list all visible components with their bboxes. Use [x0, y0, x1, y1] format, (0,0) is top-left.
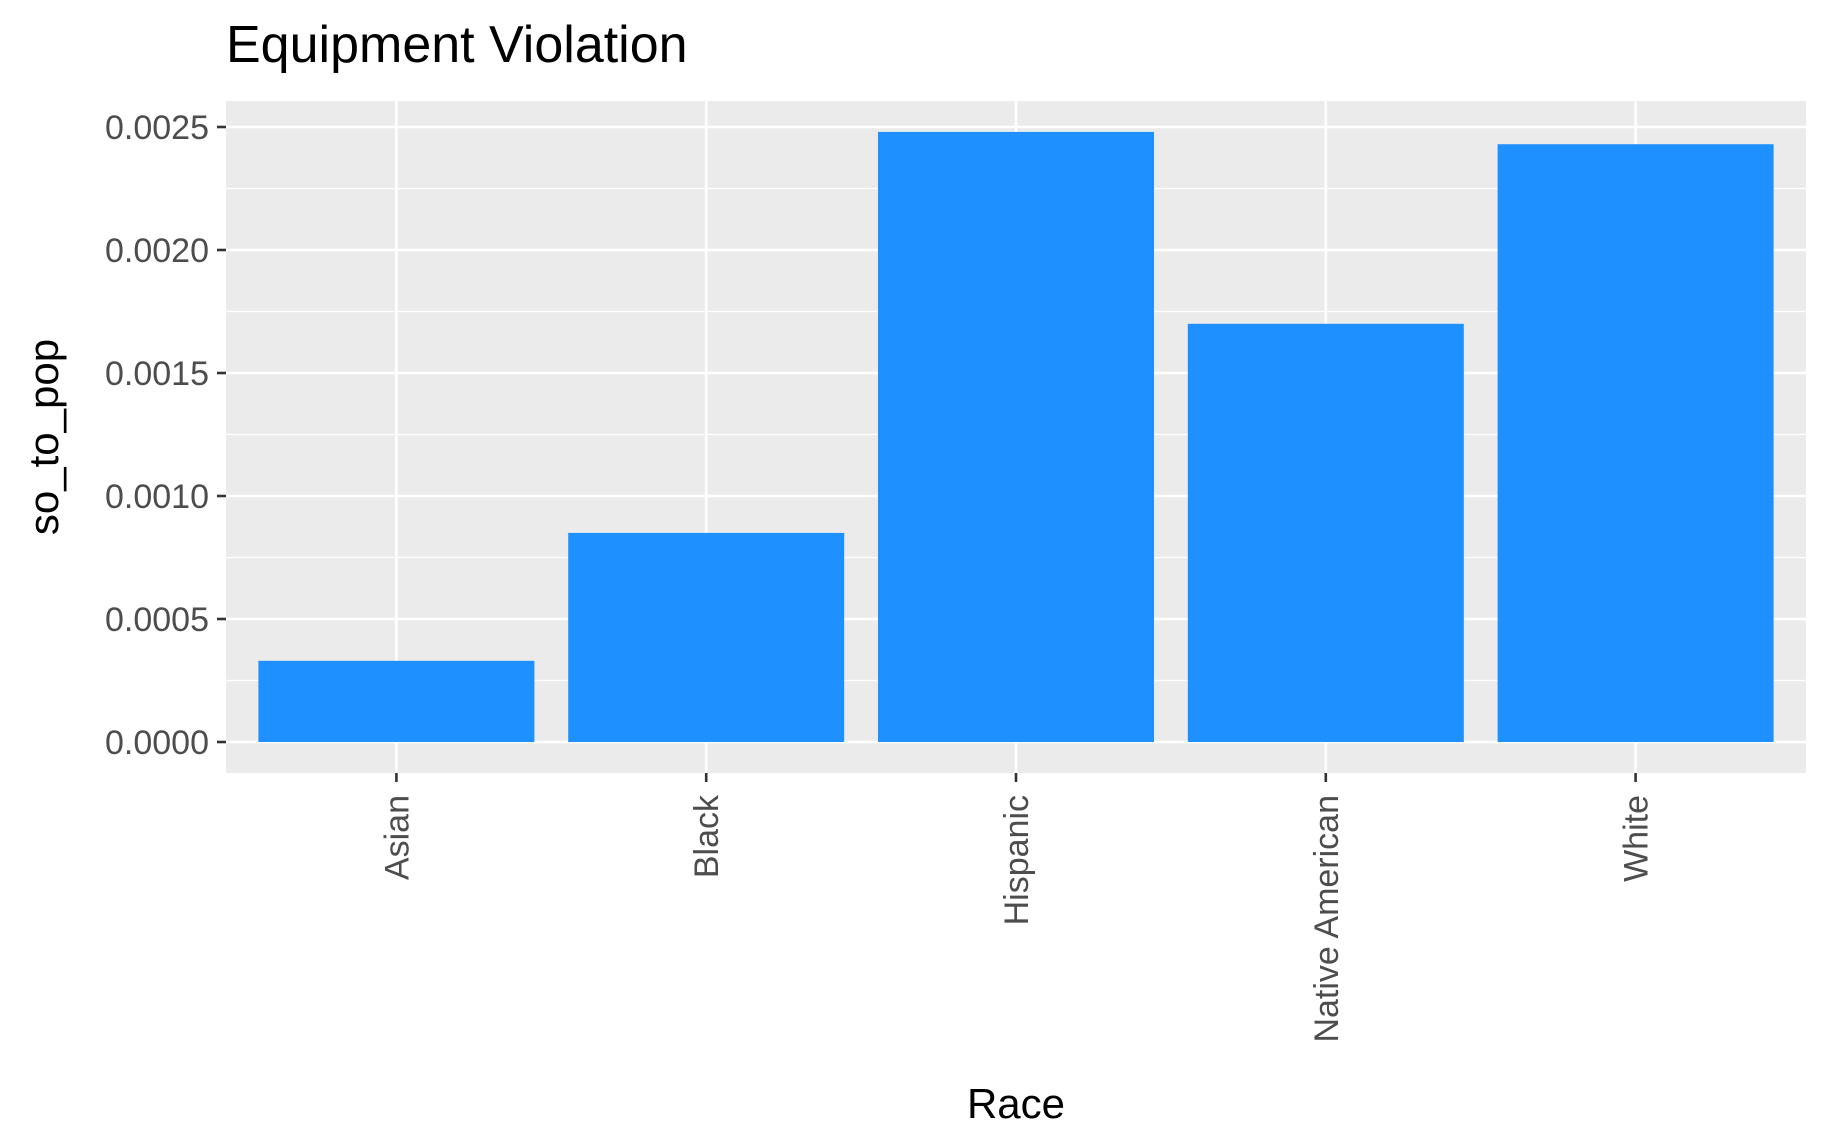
x-axis-title: Race: [967, 1080, 1065, 1127]
x-tick-label: Native American: [1308, 795, 1346, 1043]
y-axis: 0.0000 0.0005 0.0010 0.0015 0.0020 0.0025: [105, 109, 226, 762]
bar-native-american: [1187, 323, 1464, 742]
y-tick-label: 0.0025: [105, 109, 209, 147]
x-tick-label: Black: [688, 794, 726, 878]
bar-black: [568, 532, 845, 742]
y-axis-title: so_to_pop: [20, 339, 67, 535]
chart-title: Equipment Violation: [226, 16, 688, 74]
y-tick-label: 0.0010: [105, 478, 209, 516]
x-tick-label: White: [1618, 795, 1656, 882]
y-tick-label: 0.0000: [105, 724, 209, 762]
x-tick-label: Asian: [378, 795, 416, 880]
x-tick-label: Hispanic: [998, 795, 1036, 925]
y-tick-label: 0.0020: [105, 232, 209, 270]
y-tick-label: 0.0005: [105, 601, 209, 639]
bars: [258, 131, 1774, 743]
bar-hispanic: [878, 131, 1154, 743]
bar-asian: [258, 660, 535, 742]
x-axis: Asian Black Hispanic Native American White: [378, 773, 1656, 1043]
y-tick-label: 0.0015: [105, 355, 209, 393]
bar-white: [1497, 144, 1774, 743]
